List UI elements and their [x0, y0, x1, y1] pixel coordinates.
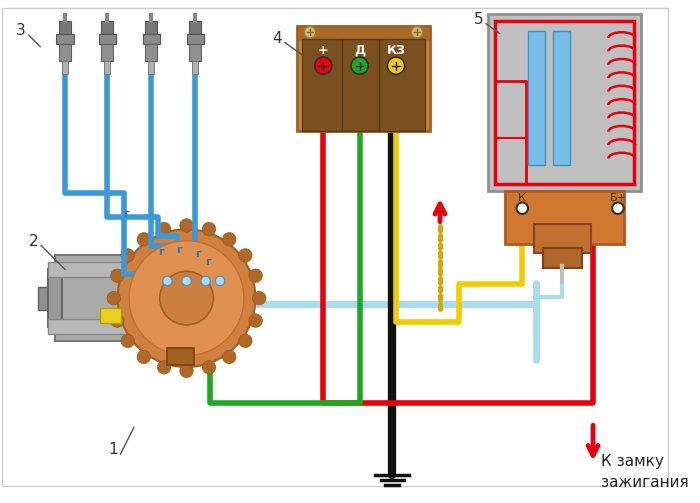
Text: 1: 1 [108, 442, 118, 457]
Circle shape [158, 361, 171, 374]
Circle shape [215, 276, 225, 286]
Bar [104, 61, 110, 74]
Circle shape [162, 276, 172, 286]
Circle shape [182, 276, 191, 286]
Bar [297, 26, 430, 39]
Bar [302, 39, 425, 131]
Circle shape [249, 269, 262, 282]
Circle shape [121, 334, 134, 348]
Circle shape [223, 233, 236, 246]
Bar [167, 348, 194, 365]
Bar [57, 34, 74, 44]
Circle shape [111, 314, 124, 327]
Bar [102, 44, 113, 61]
Circle shape [202, 222, 216, 236]
Bar [190, 44, 201, 61]
Text: 3: 3 [16, 23, 26, 38]
Text: Д: Д [354, 44, 365, 57]
Text: К замку
зажигания: К замку зажигания [601, 454, 688, 490]
Bar [60, 21, 71, 34]
Bar [297, 26, 430, 131]
Bar [186, 34, 204, 44]
Circle shape [180, 364, 193, 378]
Bar [488, 14, 641, 191]
Text: +: + [318, 44, 328, 57]
Text: г: г [176, 245, 182, 255]
Bar [146, 21, 157, 34]
Bar [48, 262, 151, 277]
Bar [543, 248, 582, 268]
Bar [48, 319, 151, 334]
Circle shape [253, 291, 266, 305]
Circle shape [160, 271, 214, 325]
Text: г: г [195, 249, 201, 259]
Bar [48, 270, 62, 327]
Circle shape [111, 269, 124, 282]
Bar [528, 31, 545, 165]
Bar [190, 21, 201, 34]
Bar [143, 34, 160, 44]
Circle shape [315, 57, 332, 74]
Bar [505, 191, 624, 243]
Circle shape [249, 314, 262, 327]
Bar [60, 44, 71, 61]
Bar [494, 21, 634, 184]
Bar [553, 31, 570, 165]
Circle shape [412, 27, 423, 38]
Text: К: К [518, 193, 526, 203]
Text: 4: 4 [272, 31, 282, 46]
Bar [193, 61, 198, 74]
Bar [38, 287, 52, 310]
Circle shape [239, 248, 252, 262]
Text: 2: 2 [29, 233, 38, 248]
Text: г: г [204, 257, 211, 267]
Circle shape [351, 57, 368, 74]
Circle shape [158, 222, 171, 236]
Circle shape [304, 27, 316, 38]
Circle shape [180, 219, 193, 232]
Circle shape [239, 334, 252, 348]
Circle shape [201, 276, 211, 286]
Bar [148, 61, 154, 74]
Text: 5: 5 [473, 12, 483, 27]
Bar [99, 34, 116, 44]
Bar [146, 44, 157, 61]
Circle shape [107, 291, 120, 305]
Bar [62, 61, 68, 74]
Circle shape [612, 203, 624, 214]
Circle shape [223, 350, 236, 364]
Circle shape [121, 248, 134, 262]
Text: г: г [123, 209, 129, 219]
Bar [55, 255, 146, 341]
Bar [533, 224, 591, 253]
Bar [102, 21, 113, 34]
Text: Б+: Б+ [610, 193, 627, 203]
Circle shape [387, 57, 405, 74]
Circle shape [202, 361, 216, 374]
Text: КЗ: КЗ [386, 44, 405, 57]
Circle shape [517, 203, 528, 214]
Circle shape [129, 241, 244, 356]
Circle shape [137, 233, 150, 246]
Circle shape [137, 350, 150, 364]
Text: г: г [158, 247, 164, 257]
Circle shape [118, 229, 256, 367]
Bar [100, 308, 122, 323]
